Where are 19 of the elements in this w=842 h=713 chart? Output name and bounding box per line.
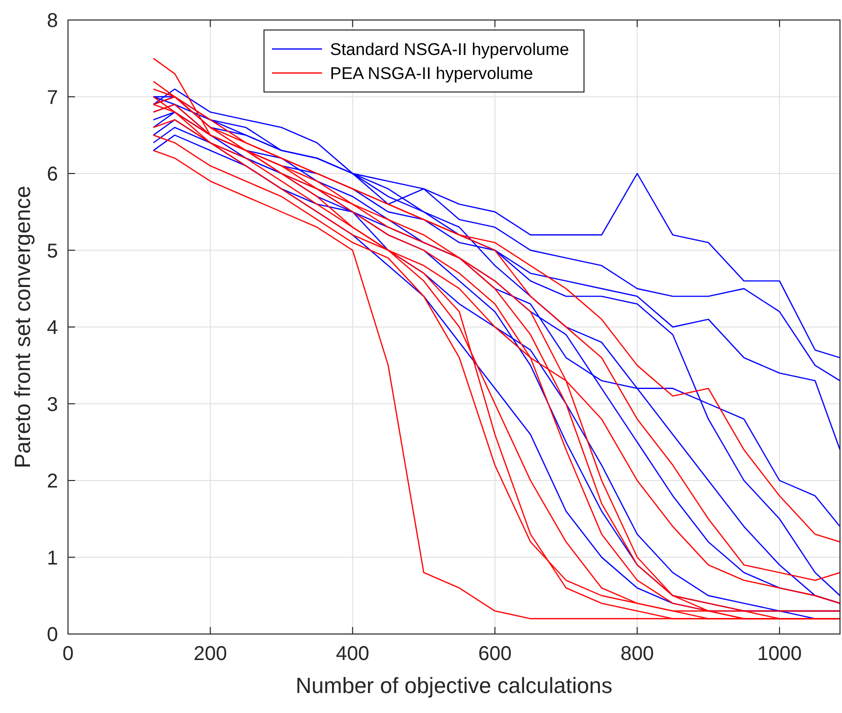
- y-tick-label: 2: [46, 470, 58, 492]
- legend-label: Standard NSGA-II hypervolume: [330, 40, 570, 59]
- x-tick-label: 0: [62, 643, 74, 665]
- y-tick-label: 5: [46, 240, 58, 262]
- y-axis-title: Pareto front set convergence: [10, 186, 35, 468]
- x-tick-label: 400: [336, 643, 370, 665]
- y-tick-label: 3: [46, 394, 58, 416]
- x-tick-label: 800: [620, 643, 654, 665]
- legend-label: PEA NSGA-II hypervolume: [330, 64, 534, 83]
- y-tick-label: 4: [46, 317, 58, 339]
- y-tick-label: 6: [46, 164, 58, 186]
- x-tick-label: 200: [194, 643, 227, 665]
- x-tick-label: 600: [478, 643, 512, 665]
- y-tick-label: 0: [46, 624, 58, 646]
- y-tick-label: 7: [46, 86, 58, 109]
- y-tick-label: 8: [46, 10, 58, 32]
- x-tick-label: 1000: [757, 643, 802, 665]
- y-tick-label: 1: [46, 547, 58, 570]
- x-axis-title: Number of objective calculations: [296, 673, 612, 698]
